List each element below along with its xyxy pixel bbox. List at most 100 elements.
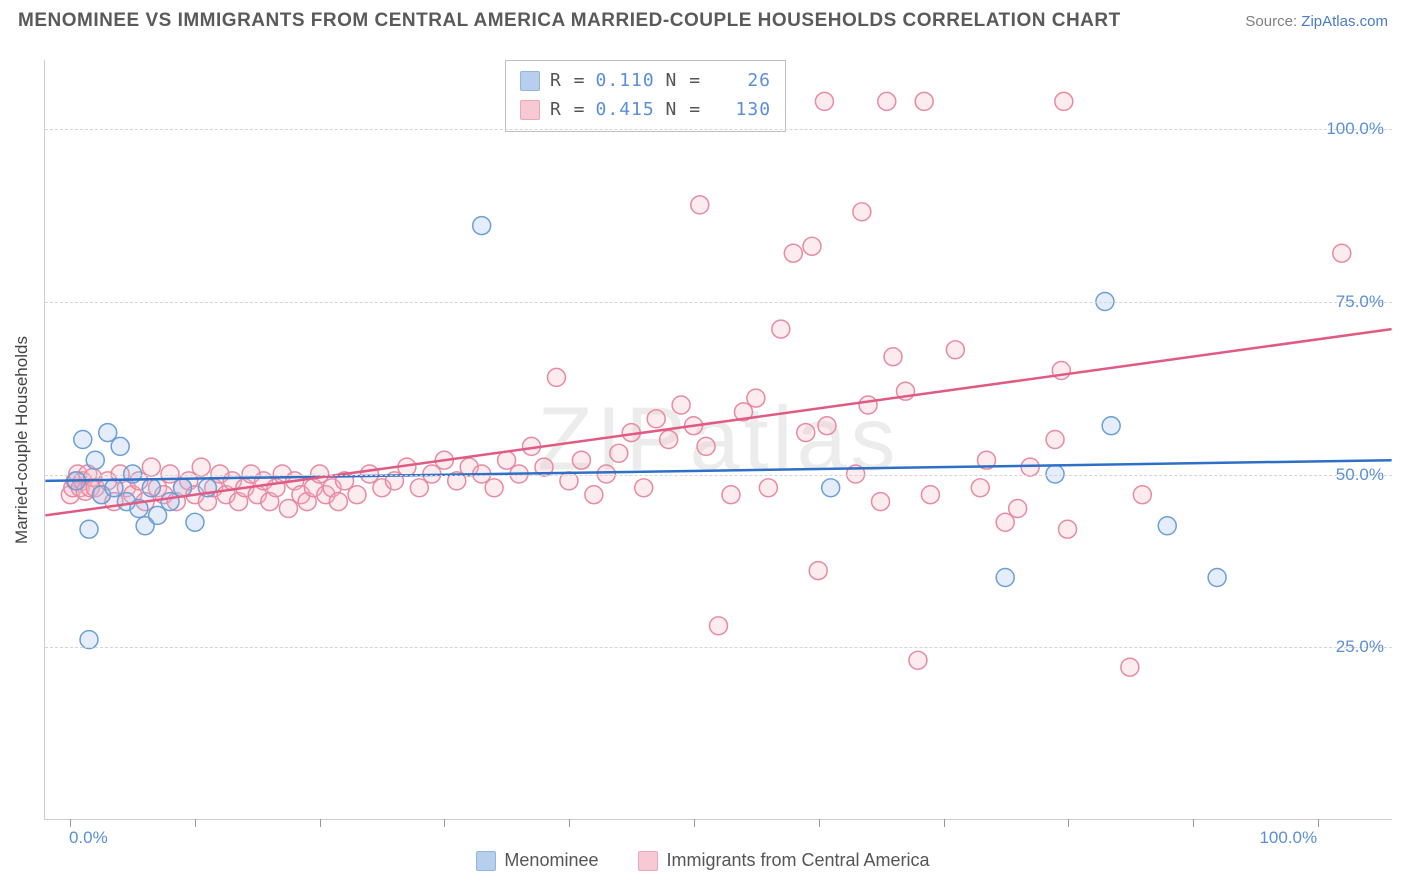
- x-tick: [1318, 819, 1319, 827]
- data-point: [809, 562, 827, 580]
- y-tick-label: 25.0%: [1336, 637, 1384, 657]
- data-point: [585, 486, 603, 504]
- data-point: [697, 437, 715, 455]
- r-value: 0.110: [596, 67, 656, 96]
- correlation-legend: R = 0.110 N = 26R = 0.415 N = 130: [505, 60, 786, 132]
- data-point: [647, 410, 665, 428]
- legend-stat-row: R =0.415N =130: [520, 96, 771, 125]
- data-point: [722, 486, 740, 504]
- data-point: [853, 203, 871, 221]
- data-point: [946, 341, 964, 359]
- plot-area: ZIPatlas R =0.110N =26R =0.415N =130 25.…: [44, 60, 1392, 820]
- data-point: [610, 444, 628, 462]
- data-point: [672, 396, 690, 414]
- r-value: 0.415: [596, 96, 656, 125]
- data-point: [80, 520, 98, 538]
- data-point: [142, 458, 160, 476]
- source-attribution: Source: ZipAtlas.com: [1245, 13, 1388, 30]
- n-value: 130: [711, 96, 771, 125]
- y-axis-label: Married-couple Households: [12, 336, 32, 544]
- data-point: [909, 651, 927, 669]
- legend-series-item: Menominee: [476, 850, 598, 871]
- data-point: [80, 631, 98, 649]
- data-point: [1158, 517, 1176, 535]
- data-point: [174, 479, 192, 497]
- r-label: R =: [550, 96, 586, 125]
- data-point: [1208, 569, 1226, 587]
- data-point: [759, 479, 777, 497]
- data-point: [971, 479, 989, 497]
- x-tick-label: 0.0%: [69, 828, 108, 848]
- data-point: [1059, 520, 1077, 538]
- data-point: [186, 513, 204, 531]
- data-point: [818, 417, 836, 435]
- data-point: [996, 569, 1014, 587]
- data-point: [884, 348, 902, 366]
- r-label: R =: [550, 67, 586, 96]
- legend-series-item: Immigrants from Central America: [638, 850, 929, 871]
- gridline: [45, 647, 1392, 648]
- chart-title: MENOMINEE VS IMMIGRANTS FROM CENTRAL AME…: [18, 10, 1121, 32]
- data-point: [473, 217, 491, 235]
- x-tick: [944, 819, 945, 827]
- legend-series-label: Immigrants from Central America: [666, 850, 929, 871]
- x-tick: [694, 819, 695, 827]
- source-prefix: Source:: [1245, 13, 1301, 30]
- legend-swatch: [520, 100, 540, 120]
- data-point: [747, 389, 765, 407]
- data-point: [142, 479, 160, 497]
- x-tick: [1068, 819, 1069, 827]
- data-point: [797, 424, 815, 442]
- data-point: [1009, 500, 1027, 518]
- data-point: [111, 437, 129, 455]
- gridline: [45, 129, 1392, 130]
- x-tick: [819, 819, 820, 827]
- legend-stat-row: R = 0.110 N = 26: [520, 67, 771, 96]
- data-point: [1102, 417, 1120, 435]
- scatter-plot-svg: [45, 60, 1392, 819]
- data-point: [878, 92, 896, 110]
- x-tick-label: 100.0%: [1259, 828, 1317, 848]
- chart-container: MENOMINEE VS IMMIGRANTS FROM CENTRAL AME…: [0, 0, 1406, 892]
- data-point: [803, 237, 821, 255]
- gridline: [45, 475, 1392, 476]
- y-tick-label: 75.0%: [1336, 292, 1384, 312]
- data-point: [192, 458, 210, 476]
- chart-header: MENOMINEE VS IMMIGRANTS FROM CENTRAL AME…: [0, 0, 1406, 38]
- series-legend: Menominee Immigrants from Central America: [0, 850, 1406, 871]
- data-point: [691, 196, 709, 214]
- data-point: [822, 479, 840, 497]
- n-label: N =: [666, 67, 702, 96]
- data-point: [74, 431, 92, 449]
- x-tick: [569, 819, 570, 827]
- data-point: [1046, 431, 1064, 449]
- data-point: [1133, 486, 1151, 504]
- data-point: [1121, 658, 1139, 676]
- legend-series-label: Menominee: [504, 850, 598, 871]
- data-point: [86, 451, 104, 469]
- data-point: [921, 486, 939, 504]
- x-tick: [444, 819, 445, 827]
- gridline: [45, 302, 1392, 303]
- x-tick: [195, 819, 196, 827]
- legend-swatch: [476, 851, 496, 871]
- x-tick: [70, 819, 71, 827]
- x-tick: [1193, 819, 1194, 827]
- data-point: [485, 479, 503, 497]
- x-tick: [320, 819, 321, 827]
- data-point: [1055, 92, 1073, 110]
- n-value: 26: [711, 67, 771, 96]
- legend-swatch: [520, 71, 540, 91]
- data-point: [784, 244, 802, 262]
- data-point: [772, 320, 790, 338]
- source-link[interactable]: ZipAtlas.com: [1301, 13, 1388, 30]
- y-tick-label: 100.0%: [1326, 119, 1384, 139]
- data-point: [1333, 244, 1351, 262]
- data-point: [572, 451, 590, 469]
- y-tick-label: 50.0%: [1336, 465, 1384, 485]
- data-point: [915, 92, 933, 110]
- data-point: [859, 396, 877, 414]
- data-point: [710, 617, 728, 635]
- data-point: [660, 431, 678, 449]
- legend-swatch: [638, 851, 658, 871]
